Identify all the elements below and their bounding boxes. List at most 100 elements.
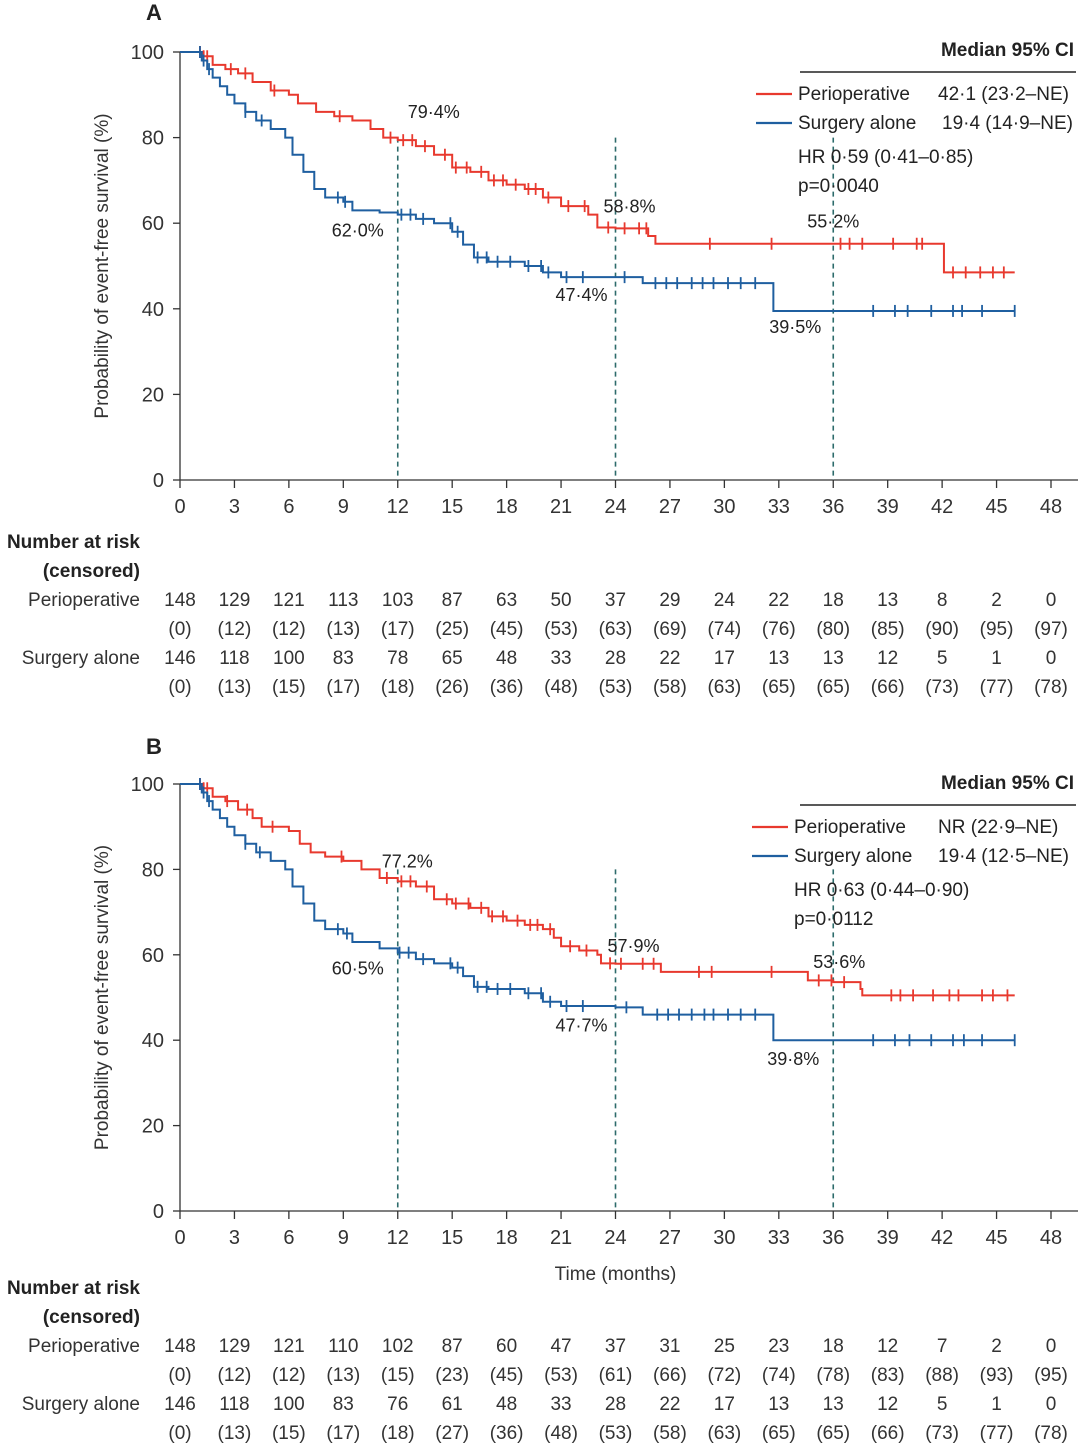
censored-count: (80): [816, 619, 850, 640]
censored-count: (69): [653, 619, 687, 640]
x-tick-label: 48: [1040, 496, 1062, 518]
value-annotation: 79·4%: [408, 102, 460, 122]
risk-table-subtitle: (censored): [43, 1307, 140, 1328]
km-curve: [180, 783, 1015, 1042]
censored-count: (13): [326, 619, 360, 640]
censored-count: (15): [381, 1365, 415, 1386]
censored-count: (78): [816, 1365, 850, 1386]
at-risk-count: 12: [877, 1394, 898, 1415]
legend-header: Median 95% CI: [941, 40, 1074, 61]
at-risk-count: 146: [164, 1394, 196, 1415]
censored-count: (72): [707, 1365, 741, 1386]
at-risk-count: 47: [550, 1336, 571, 1357]
x-tick-label: 36: [822, 1227, 844, 1249]
censored-count: (18): [381, 677, 415, 698]
at-risk-count: 87: [442, 590, 463, 611]
x-tick-label: 18: [496, 1227, 518, 1249]
legend-entry-value: NR (22·9–NE): [938, 817, 1058, 838]
censored-count: (15): [272, 677, 306, 698]
at-risk-count: 22: [659, 648, 680, 669]
series-surgery-alone: [180, 778, 1016, 1047]
risk-table-title: Number at risk: [7, 532, 140, 553]
y-tick-label: 100: [131, 42, 164, 64]
censored-count: (23): [435, 1365, 469, 1386]
legend-entry-name: Perioperative: [798, 84, 910, 105]
at-risk-count: 102: [382, 1336, 414, 1357]
y-tick-label: 80: [142, 128, 164, 150]
censored-count: (15): [272, 1423, 306, 1443]
hazard-ratio: HR 0·59 (0·41–0·85): [798, 147, 973, 168]
legend-header: Median 95% CI: [941, 773, 1074, 794]
x-tick-label: 27: [659, 1227, 681, 1249]
censored-count: (53): [544, 1365, 578, 1386]
legend-entry-name: Surgery alone: [798, 113, 916, 134]
hazard-ratio: HR 0·63 (0·44–0·90): [794, 880, 969, 901]
censored-count: (65): [816, 1423, 850, 1443]
at-risk-count: 103: [382, 590, 414, 611]
at-risk-count: 118: [219, 1394, 249, 1415]
x-tick-label: 30: [713, 1227, 735, 1249]
y-tick-label: 60: [142, 945, 164, 967]
y-tick-label: 100: [131, 774, 164, 796]
series-surgery-alone: [180, 46, 1016, 317]
x-tick-label: 39: [877, 1227, 899, 1249]
at-risk-count: 33: [550, 1394, 571, 1415]
x-tick-label: 0: [174, 496, 185, 518]
at-risk-count: 33: [550, 648, 571, 669]
censored-count: (63): [707, 677, 741, 698]
legend: Median 95% CI Perioperative NR (22·9–NE) Su…: [752, 773, 1076, 930]
value-annotation: 77.2%: [382, 851, 433, 871]
censored-count: (66): [871, 1423, 905, 1443]
censored-count: (0): [168, 1365, 191, 1386]
at-risk-count: 13: [823, 1394, 844, 1415]
censored-count: (83): [871, 1365, 905, 1386]
censored-count: (26): [435, 677, 469, 698]
x-tick-label: 12: [387, 1227, 409, 1249]
censored-count: (45): [490, 619, 524, 640]
censored-count: (65): [762, 1423, 796, 1443]
censored-count: (18): [381, 1423, 415, 1443]
at-risk-count: 121: [273, 590, 305, 611]
x-tick-label: 33: [768, 496, 790, 518]
censored-count: (78): [1034, 1423, 1068, 1443]
censored-count: (17): [381, 619, 415, 640]
at-risk-count: 76: [387, 1394, 408, 1415]
at-risk-count: 1: [991, 1394, 1002, 1415]
risk-table-title: Number at risk: [7, 1278, 140, 1299]
censored-count: (61): [599, 1365, 633, 1386]
censored-count: (95): [980, 619, 1014, 640]
censored-count: (66): [871, 677, 905, 698]
at-risk-count: 0: [1046, 648, 1057, 669]
at-risk-count: 2: [991, 1336, 1002, 1357]
at-risk-count: 61: [442, 1394, 463, 1415]
x-tick-label: 45: [985, 1227, 1007, 1249]
value-annotation: 47·7%: [556, 1015, 608, 1035]
at-risk-count: 148: [164, 1336, 196, 1357]
at-risk-count: 25: [714, 1336, 735, 1357]
censored-count: (36): [490, 677, 524, 698]
value-annotation: 58·8%: [604, 196, 656, 216]
censored-count: (25): [435, 619, 469, 640]
censored-count: (93): [980, 1365, 1014, 1386]
x-tick-label: 3: [229, 1227, 240, 1249]
at-risk-count: 110: [328, 1336, 358, 1357]
censored-count: (58): [653, 677, 687, 698]
at-risk-count: 13: [877, 590, 898, 611]
censored-count: (74): [707, 619, 741, 640]
at-risk-count: 118: [219, 648, 249, 669]
y-tick-label: 80: [142, 859, 164, 881]
at-risk-count: 28: [605, 648, 626, 669]
censored-count: (53): [544, 619, 578, 640]
at-risk-count: 17: [714, 1394, 735, 1415]
legend-entry-value: 19·4 (12·5–NE): [938, 846, 1069, 867]
censored-count: (53): [599, 677, 633, 698]
at-risk-count: 100: [273, 648, 305, 669]
x-tick-label: 0: [174, 1227, 185, 1249]
legend-entry-value: 42·1 (23·2–NE): [938, 84, 1069, 105]
at-risk-count: 13: [768, 648, 789, 669]
y-axis-label: Probability of event-free survival (%): [92, 845, 113, 1150]
censored-count: (63): [707, 1423, 741, 1443]
at-risk-count: 83: [333, 648, 354, 669]
censored-count: (12): [272, 1365, 306, 1386]
